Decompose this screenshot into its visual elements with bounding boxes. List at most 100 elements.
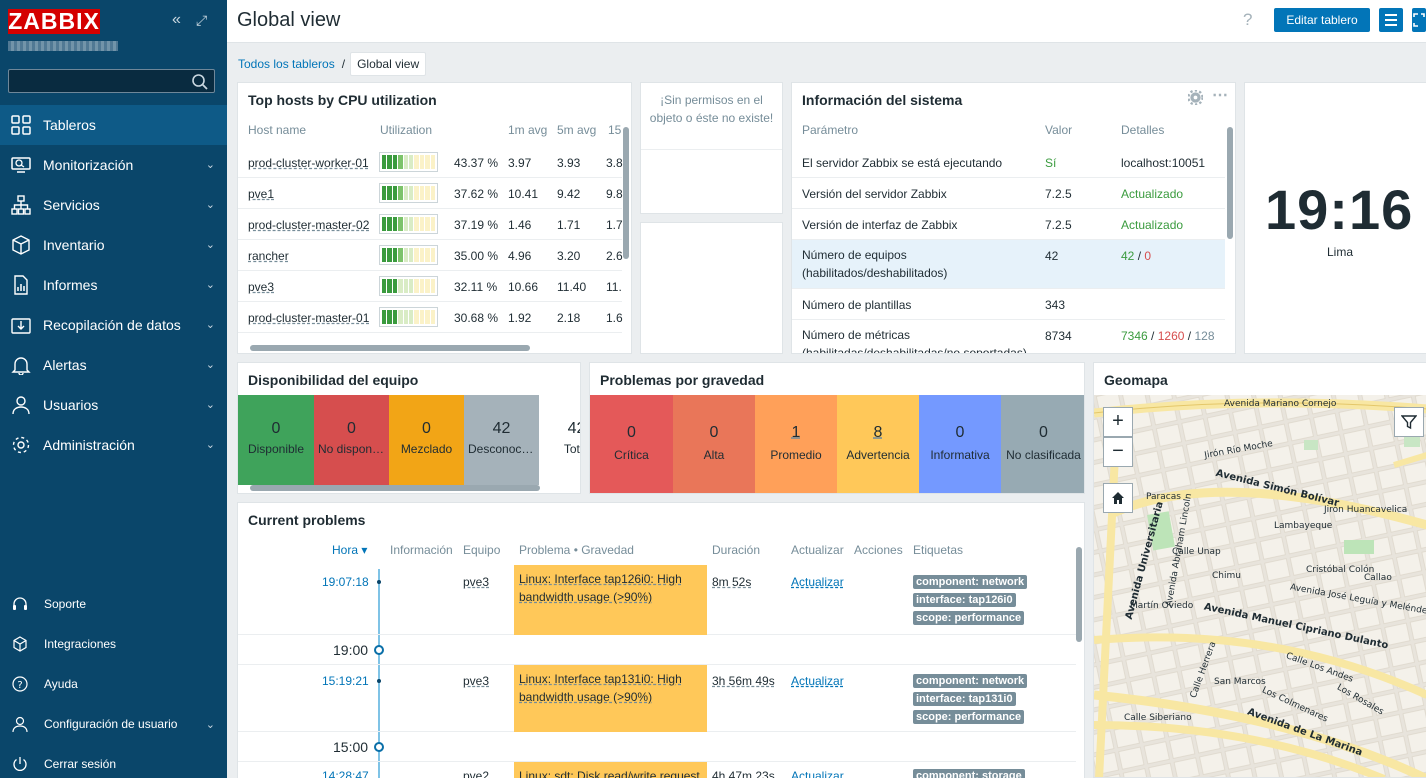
availability-mixed[interactable]: 0 Mezclado xyxy=(389,395,464,485)
column-header-time[interactable]: Hora ▾ xyxy=(332,543,368,557)
filter-button[interactable] xyxy=(1394,407,1424,437)
tag[interactable]: component: storage xyxy=(913,769,1025,778)
menu-item-configuracion-usuario[interactable]: Configuración de usuario ⌄ xyxy=(0,704,227,744)
availability-available[interactable]: 0 Disponible xyxy=(238,395,314,485)
problem-host[interactable]: pve3 xyxy=(463,575,490,589)
menu-item-informes[interactable]: Informes ⌄ xyxy=(0,265,227,305)
help-icon[interactable]: ? xyxy=(1243,10,1253,29)
tag[interactable]: component: network xyxy=(913,575,1028,589)
menu-item-servicios[interactable]: Servicios ⌄ xyxy=(0,185,227,225)
host-name[interactable]: pve1 xyxy=(248,187,275,201)
parameter: Versión de interfaz de Zabbix xyxy=(802,218,958,232)
menu-item-ayuda[interactable]: ? Ayuda xyxy=(0,664,227,704)
utilization-value: 37.62 % xyxy=(454,187,499,201)
update-link[interactable]: Actualizar xyxy=(791,575,844,589)
column-header[interactable]: Problema • Gravedad xyxy=(519,543,634,557)
host-name[interactable]: prod-cluster-worker-01 xyxy=(248,156,369,170)
severity-average[interactable]: 1 Promedio xyxy=(755,395,837,493)
host-name[interactable]: rancher xyxy=(248,249,289,263)
tag[interactable]: scope: performance xyxy=(913,710,1025,724)
search-input[interactable] xyxy=(8,69,215,93)
availability-unavailable[interactable]: 0 No disponible xyxy=(314,395,389,485)
problem-time[interactable]: 15:19:21 xyxy=(322,674,369,688)
gear-icon xyxy=(12,436,30,454)
search-icon[interactable] xyxy=(191,73,209,91)
menu-item-cerrar-sesion[interactable]: Cerrar sesión xyxy=(0,744,227,778)
column-header[interactable]: Equipo xyxy=(463,543,501,557)
severity-high[interactable]: 0 Alta xyxy=(673,395,755,493)
host-name[interactable]: pve3 xyxy=(248,280,275,294)
parameter: Número de equipos (habilitados/deshabili… xyxy=(802,248,948,280)
dashboard-menu-button[interactable] xyxy=(1379,8,1403,32)
problem-description[interactable]: Linux: Interface tap126i0: High bandwidt… xyxy=(514,565,707,635)
menu-item-administracion[interactable]: Administración ⌄ xyxy=(0,425,227,465)
problem-text[interactable]: Linux: Interface tap126i0: High bandwidt… xyxy=(519,572,682,604)
utilization-segment xyxy=(392,186,398,200)
gear-icon[interactable] xyxy=(1188,90,1203,105)
horizontal-scrollbar[interactable] xyxy=(250,485,540,491)
vertical-scrollbar[interactable] xyxy=(1227,127,1233,239)
fullscreen-button[interactable] xyxy=(1412,8,1426,32)
column-header[interactable]: 15 xyxy=(608,123,622,137)
problem-description[interactable]: Linux: sdt: Disk read/write request xyxy=(514,762,707,778)
vertical-scrollbar[interactable] xyxy=(623,127,629,259)
breadcrumb-current[interactable]: Global view xyxy=(350,52,427,76)
fullscreen-icon xyxy=(1413,13,1425,27)
column-header[interactable]: Utilization xyxy=(380,123,433,137)
severity-warning[interactable]: 8 Advertencia xyxy=(837,395,919,493)
utilization-value: 35.00 % xyxy=(454,249,499,263)
utilization-bar xyxy=(379,245,438,265)
zoom-in-button[interactable]: + xyxy=(1103,407,1133,437)
menu-item-inventario[interactable]: Inventario ⌄ xyxy=(0,225,227,265)
problem-duration[interactable]: 4h 47m 23s xyxy=(712,769,775,778)
problem-host[interactable]: pve2 xyxy=(463,769,490,778)
menu-item-monitorizacion[interactable]: Monitorización ⌄ xyxy=(0,145,227,185)
breadcrumb-all-dashboards[interactable]: Todos los tableros xyxy=(238,57,335,71)
menu-item-usuarios[interactable]: Usuarios ⌄ xyxy=(0,385,227,425)
horizontal-scrollbar[interactable] xyxy=(250,345,530,351)
menu-label: Soporte xyxy=(44,597,87,611)
zoom-out-button[interactable]: − xyxy=(1103,437,1133,467)
more-options-icon[interactable]: ⋯ xyxy=(1212,87,1228,104)
problem-host[interactable]: pve3 xyxy=(463,674,490,688)
home-button[interactable] xyxy=(1103,483,1133,513)
kiosk-mode-icon[interactable]: ⤢ xyxy=(196,12,208,28)
column-header[interactable]: 1m avg xyxy=(508,123,548,137)
menu-item-tableros[interactable]: Tableros xyxy=(0,105,227,145)
edit-dashboard-button[interactable]: Editar tablero xyxy=(1274,8,1370,32)
menu-item-recopilacion[interactable]: Recopilación de datos ⌄ xyxy=(0,305,227,345)
menu-item-alertas[interactable]: Alertas ⌄ xyxy=(0,345,227,385)
menu-item-soporte[interactable]: Soporte xyxy=(0,584,227,624)
severity-critical[interactable]: 0 Crítica xyxy=(590,395,673,493)
vertical-scrollbar[interactable] xyxy=(1076,547,1082,642)
problem-description[interactable]: Linux: Interface tap131i0: High bandwidt… xyxy=(514,665,707,732)
availability-total[interactable]: 42 Total xyxy=(539,395,580,485)
collapse-sidebar-icon[interactable]: « xyxy=(172,11,181,28)
tag[interactable]: interface: tap131i0 xyxy=(913,692,1016,706)
host-name[interactable]: prod-cluster-master-01 xyxy=(248,311,370,325)
problem-time[interactable]: 14:28:47 xyxy=(322,769,369,778)
menu-item-integraciones[interactable]: Integraciones xyxy=(0,624,227,664)
availability-unknown[interactable]: 42 Desconocido xyxy=(464,395,539,485)
zabbix-logo[interactable]: ZABBIX xyxy=(8,8,100,34)
map-canvas[interactable]: Avenida Mariano Cornejo Avenida Simón Bo… xyxy=(1094,395,1426,777)
column-header[interactable]: 5m avg xyxy=(557,123,597,137)
tag[interactable]: scope: performance xyxy=(913,611,1025,625)
host-name[interactable]: prod-cluster-master-02 xyxy=(248,218,370,232)
problem-text[interactable]: Linux: sdt: Disk read/write request xyxy=(519,769,700,778)
problem-duration[interactable]: 8m 52s xyxy=(712,575,752,589)
inventory-icon xyxy=(12,235,30,255)
problem-time[interactable]: 19:07:18 xyxy=(322,575,369,589)
tag[interactable]: interface: tap126i0 xyxy=(913,593,1016,607)
problem-text[interactable]: Linux: Interface tap131i0: High bandwidt… xyxy=(519,672,682,704)
tag[interactable]: component: network xyxy=(913,674,1028,688)
update-link[interactable]: Actualizar xyxy=(791,769,844,778)
utilization-segment xyxy=(425,248,430,262)
problem-duration[interactable]: 3h 56m 49s xyxy=(712,674,775,688)
severity-information[interactable]: 0 Informativa xyxy=(919,395,1001,493)
utilization-segment xyxy=(398,310,403,324)
update-link[interactable]: Actualizar xyxy=(791,674,844,688)
severity-not-classified[interactable]: 0 No clasificada xyxy=(1001,395,1084,493)
utilization-segment xyxy=(398,217,403,231)
column-header[interactable]: Host name xyxy=(248,123,307,137)
